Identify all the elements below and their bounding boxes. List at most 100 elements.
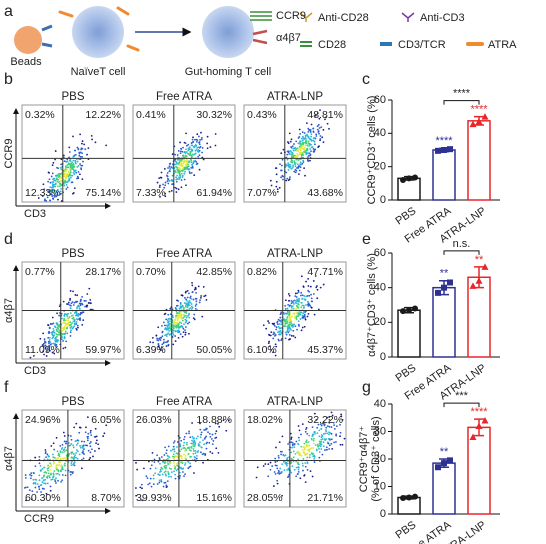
event-dot — [214, 437, 217, 440]
event-dot — [307, 152, 310, 155]
event-dot — [312, 439, 315, 442]
event-dot — [283, 313, 285, 315]
event-dot — [202, 158, 205, 161]
event-dot — [326, 416, 329, 419]
event-dot — [268, 334, 271, 337]
event-dot — [50, 193, 53, 196]
event-dot — [34, 465, 37, 468]
event-dot — [289, 460, 292, 463]
event-dot — [81, 447, 84, 449]
quadrant-label: 8.70% — [91, 492, 121, 504]
event-dot — [194, 304, 197, 307]
event-dot — [156, 337, 159, 340]
event-dot — [190, 154, 193, 157]
event-dot — [188, 430, 191, 433]
event-dot — [293, 468, 296, 471]
event-dot — [190, 305, 193, 308]
event-dot — [187, 152, 190, 155]
event-dot — [200, 295, 203, 297]
event-dot — [309, 147, 312, 150]
event-dot — [172, 329, 175, 331]
event-dot — [57, 198, 59, 201]
event-dot — [83, 143, 86, 146]
event-dot — [68, 168, 71, 170]
event-dot — [191, 166, 194, 169]
event-dot — [59, 457, 62, 460]
event-dot — [157, 473, 160, 476]
event-dot — [278, 323, 281, 325]
event-dot — [147, 460, 150, 463]
event-dot — [60, 180, 63, 183]
event-dot — [41, 467, 44, 470]
event-dot — [63, 313, 66, 315]
event-dot — [93, 435, 96, 438]
event-dot — [309, 285, 312, 288]
event-dot — [294, 165, 297, 168]
event-dot — [59, 444, 62, 447]
data-point — [441, 284, 447, 291]
event-dot — [302, 446, 305, 449]
event-dot — [66, 186, 69, 189]
quadrant-label: 0.70% — [136, 266, 166, 278]
event-dot — [70, 302, 73, 305]
event-dot — [44, 452, 47, 455]
event-dot — [24, 474, 27, 476]
event-dot — [272, 337, 275, 340]
event-dot — [63, 337, 66, 340]
event-dot — [308, 450, 311, 453]
event-dot — [92, 455, 94, 458]
event-dot — [271, 322, 274, 325]
event-dot — [277, 454, 280, 457]
event-dot — [82, 319, 85, 322]
event-dot — [280, 312, 282, 315]
event-dot — [194, 297, 197, 300]
legend-label: CD28 — [318, 39, 346, 51]
event-dot — [37, 197, 40, 199]
event-dot — [179, 152, 182, 155]
event-dot — [46, 458, 49, 461]
event-dot — [68, 452, 71, 455]
data-point — [475, 277, 483, 284]
event-dot — [49, 469, 52, 471]
event-dot — [185, 163, 188, 166]
quadrant-label: 0.77% — [25, 266, 55, 278]
event-dot — [64, 170, 67, 173]
event-dot — [304, 299, 307, 301]
cell-label: NaïveT cell — [71, 66, 126, 78]
event-dot — [312, 151, 315, 153]
event-dot — [302, 161, 305, 163]
event-dot — [299, 132, 302, 135]
event-dot — [78, 431, 81, 434]
event-dot — [302, 148, 305, 151]
event-dot — [189, 465, 192, 468]
event-dot — [304, 465, 307, 468]
event-dot — [44, 198, 46, 201]
event-dot — [275, 173, 278, 176]
event-dot — [182, 156, 185, 158]
event-dot — [179, 175, 182, 177]
event-dot — [60, 176, 62, 179]
event-dot — [59, 193, 62, 196]
event-dot — [184, 142, 187, 145]
event-dot — [64, 346, 67, 349]
gut-homing-cell — [202, 6, 254, 58]
event-dot — [181, 468, 184, 470]
event-dot — [290, 323, 293, 326]
event-dot — [48, 326, 51, 329]
event-dot — [165, 335, 168, 337]
event-dot — [198, 301, 201, 304]
significance: n.s. — [453, 238, 471, 250]
event-dot — [286, 158, 289, 161]
event-dot — [313, 140, 316, 143]
legend-label: CD3/TCR — [398, 39, 446, 51]
event-dot — [58, 455, 61, 458]
significance: **** — [453, 88, 471, 100]
event-dot — [190, 171, 193, 174]
event-dot — [202, 439, 204, 442]
event-dot — [183, 178, 186, 181]
event-dot — [318, 429, 321, 432]
event-dot — [189, 151, 192, 154]
event-dot — [165, 486, 168, 489]
event-dot — [316, 426, 319, 429]
event-dot — [297, 303, 300, 305]
